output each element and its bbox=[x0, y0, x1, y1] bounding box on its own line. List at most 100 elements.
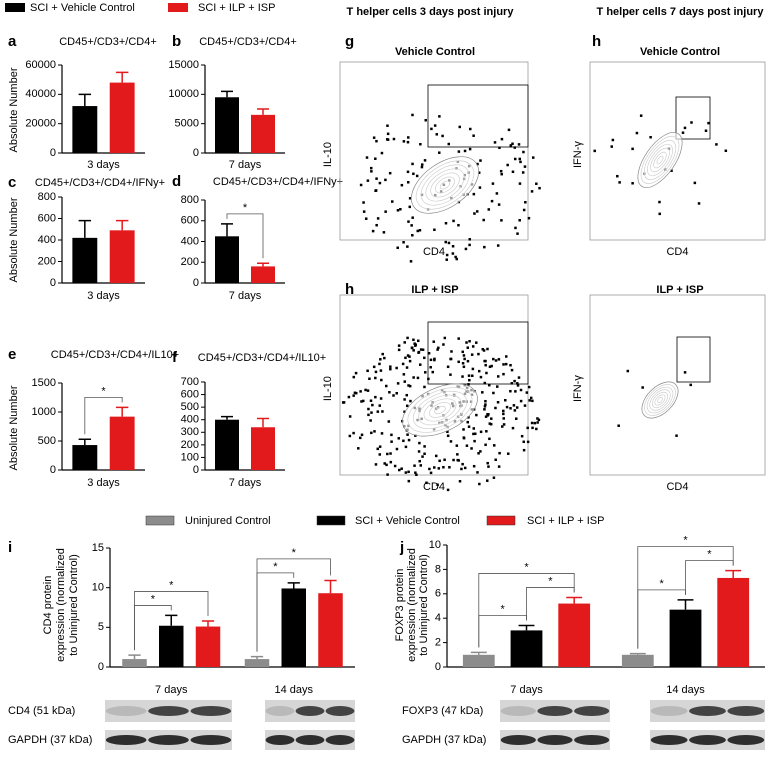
flow-event bbox=[484, 415, 488, 418]
bar bbox=[558, 603, 591, 667]
flow-event bbox=[456, 458, 459, 462]
flow-event bbox=[521, 171, 525, 174]
bar bbox=[462, 654, 495, 667]
blot-band bbox=[148, 706, 189, 716]
panel-label: a bbox=[8, 33, 17, 50]
y-tick-label: 400 bbox=[181, 235, 199, 247]
flow-event bbox=[404, 471, 408, 474]
flow-event bbox=[493, 141, 497, 144]
flow-event bbox=[512, 404, 516, 407]
flow-event bbox=[462, 365, 466, 369]
bar bbox=[621, 654, 654, 667]
flow-event bbox=[348, 434, 352, 438]
flow-event bbox=[498, 451, 501, 455]
flow-event bbox=[366, 179, 370, 182]
flow-event bbox=[476, 162, 479, 166]
flow-event bbox=[403, 341, 406, 344]
flow-event bbox=[424, 371, 427, 374]
flow-event bbox=[502, 417, 505, 420]
flow-event bbox=[490, 364, 493, 368]
flow-event bbox=[484, 359, 487, 363]
flow-event bbox=[504, 362, 508, 366]
flow-event bbox=[359, 183, 363, 187]
flow-event bbox=[484, 399, 487, 403]
flow-event bbox=[475, 413, 478, 417]
bar bbox=[318, 593, 343, 667]
flow-y-label: IL-10 bbox=[322, 376, 334, 401]
flow-event bbox=[371, 403, 374, 407]
y-tick-label: 800 bbox=[38, 191, 56, 203]
flow-event bbox=[461, 462, 464, 466]
flow-event bbox=[419, 363, 422, 366]
flow-event bbox=[461, 350, 464, 354]
flow-event bbox=[483, 408, 486, 411]
flow-event bbox=[410, 224, 413, 227]
y-tick-label: 0 bbox=[193, 464, 199, 476]
flow-event bbox=[446, 365, 450, 369]
flow-event bbox=[639, 114, 643, 117]
flow-event bbox=[383, 356, 386, 360]
flow-event bbox=[410, 346, 414, 350]
flow-event bbox=[675, 434, 678, 437]
flow-event bbox=[407, 136, 410, 139]
flow-event bbox=[392, 394, 395, 397]
flow-event bbox=[449, 440, 453, 443]
flow-event bbox=[409, 260, 413, 263]
y-tick-label: 20000 bbox=[25, 118, 56, 130]
panel-label: f bbox=[172, 349, 178, 366]
bar bbox=[251, 114, 275, 153]
error-bar bbox=[324, 579, 337, 594]
y-tick-label: 6 bbox=[435, 588, 441, 600]
gate bbox=[675, 96, 711, 140]
bar bbox=[109, 230, 135, 283]
flow-event bbox=[451, 245, 455, 248]
panel-label: h bbox=[345, 281, 354, 298]
bar bbox=[159, 625, 184, 667]
flow-event bbox=[522, 440, 525, 444]
flow-event bbox=[365, 156, 369, 159]
y-axis-label: Absolute Number bbox=[8, 385, 20, 470]
blot-band bbox=[265, 706, 295, 716]
flow-event bbox=[693, 181, 697, 185]
error-bar bbox=[470, 651, 487, 655]
flow-event bbox=[499, 169, 503, 173]
flow-event bbox=[500, 137, 504, 141]
flow-event bbox=[504, 398, 507, 402]
flow-event bbox=[505, 405, 509, 409]
flow-event bbox=[407, 438, 411, 442]
flow-event bbox=[519, 160, 522, 164]
flow-y-label: IL-10 bbox=[322, 142, 334, 167]
flow-event bbox=[467, 416, 470, 419]
flow-event bbox=[533, 421, 537, 425]
flow-event bbox=[379, 397, 383, 400]
flow-event bbox=[509, 363, 512, 367]
flow-frame bbox=[589, 61, 766, 241]
flow-event bbox=[447, 241, 451, 245]
flow-event bbox=[513, 409, 517, 412]
blot-band bbox=[650, 706, 688, 716]
flow-event bbox=[385, 463, 388, 467]
flow-event bbox=[485, 430, 488, 433]
flow-event bbox=[406, 354, 410, 357]
flow-event bbox=[389, 452, 392, 455]
flow-event bbox=[466, 420, 469, 424]
flow-event bbox=[372, 136, 376, 139]
flow-event bbox=[362, 201, 365, 204]
flow-event bbox=[473, 212, 476, 215]
blot-band bbox=[574, 706, 610, 716]
flow-event bbox=[519, 388, 523, 392]
blot-band bbox=[500, 706, 536, 716]
flow-event bbox=[519, 399, 523, 403]
flow-event bbox=[683, 371, 687, 374]
bar bbox=[215, 419, 239, 470]
flow-event bbox=[412, 376, 415, 379]
flow-event bbox=[689, 383, 692, 387]
panel-label: e bbox=[8, 346, 16, 363]
flow-event bbox=[367, 413, 370, 417]
flow-event bbox=[466, 346, 470, 349]
x-tick-label: 3 days bbox=[87, 159, 120, 171]
flow-event bbox=[488, 383, 491, 387]
flow-event bbox=[477, 352, 480, 356]
significance-bracket bbox=[637, 546, 734, 649]
flow-event bbox=[463, 149, 467, 153]
